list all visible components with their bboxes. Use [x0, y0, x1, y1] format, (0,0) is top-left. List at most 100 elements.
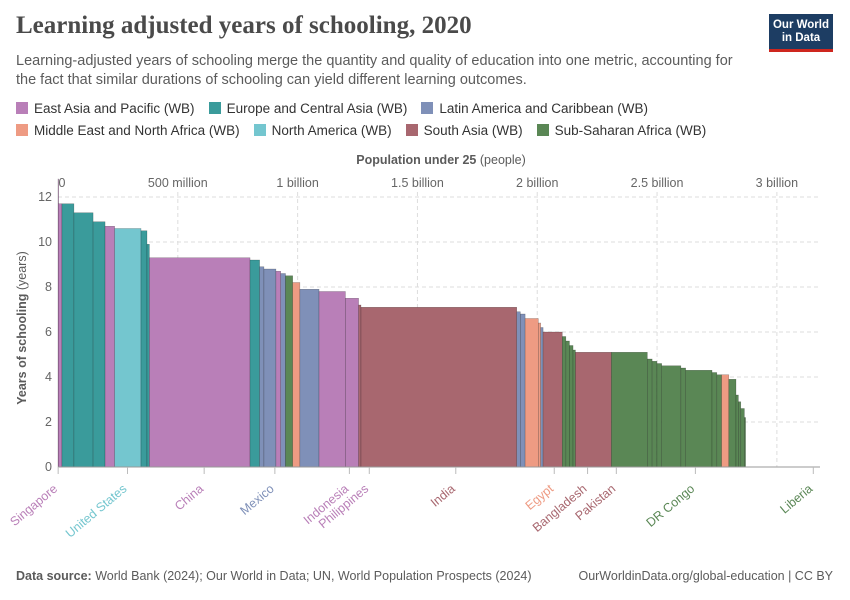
y-tick-label: 4	[45, 370, 52, 384]
bar	[275, 271, 281, 468]
bar	[711, 372, 718, 468]
logo-line-1: Our World	[772, 19, 829, 31]
x-tick-label: 500 million	[148, 176, 208, 190]
bar	[360, 307, 517, 468]
country-label: Singapore	[7, 482, 60, 529]
bar	[721, 374, 730, 468]
x-axis-title: Population under 25 (people)	[356, 153, 526, 167]
y-tick-label: 8	[45, 280, 52, 294]
bars	[57, 178, 746, 468]
bar	[661, 365, 682, 468]
bar	[744, 417, 746, 468]
legend-item-south-asia[interactable]: South Asia (WB)	[405, 122, 523, 138]
bar	[58, 203, 63, 468]
bar	[562, 336, 567, 468]
legend-swatch	[421, 102, 434, 114]
legend-item-east-asia[interactable]: East Asia and Pacific (WB)	[16, 101, 195, 116]
legend-label: South Asia (WB)	[423, 122, 523, 138]
bar	[738, 401, 742, 468]
country-labels: Singapore United States China Mexico Indones…	[7, 467, 815, 541]
country-label: Liberia	[777, 482, 815, 517]
legend-item-europe[interactable]: Europe and Central Asia (WB)	[208, 100, 408, 116]
bar	[685, 370, 713, 468]
legend-label: North America (WB)	[271, 122, 392, 138]
bar	[524, 318, 539, 468]
bar	[73, 212, 94, 468]
bar	[114, 228, 142, 468]
bar	[651, 361, 658, 468]
x-tick-label: 1.5 billion	[391, 176, 444, 190]
y-tick-label: 6	[45, 325, 52, 339]
x-tick-label: 3 billion	[756, 176, 798, 190]
bar	[611, 352, 648, 468]
legend-swatch	[208, 102, 221, 114]
y-tick-label: 10	[38, 235, 52, 249]
legend-row-2: Middle East and North Africa (WB) North …	[16, 122, 776, 138]
x-tick-label: 2 billion	[516, 176, 558, 190]
bar	[263, 268, 277, 468]
bar	[735, 394, 739, 468]
legend-item-sub-saharan[interactable]: Sub-Saharan Africa (WB)	[536, 123, 706, 138]
bar	[280, 273, 286, 468]
bar	[520, 313, 526, 468]
bar	[572, 349, 576, 468]
bar	[575, 352, 612, 468]
bar	[140, 230, 148, 468]
bar	[285, 275, 293, 468]
y-tick-label: 12	[38, 190, 52, 204]
legend-swatch	[405, 124, 418, 136]
bar	[680, 367, 686, 468]
country-label: India	[428, 482, 458, 510]
bar	[565, 340, 570, 468]
legend-row-1: East Asia and Pacific (WB) Europe and Ce…	[16, 100, 776, 116]
bar	[345, 298, 359, 468]
bar	[104, 226, 115, 468]
y-axis-title-unit: (years)	[15, 251, 29, 290]
bar	[538, 322, 541, 468]
bar	[716, 374, 722, 468]
x-tick-label: 1 billion	[276, 176, 318, 190]
bar	[542, 331, 563, 468]
owid-logo[interactable]: Our World in Data	[769, 14, 833, 52]
legend-swatch	[253, 124, 266, 136]
chart-subtitle: Learning-adjusted years of schooling mer…	[16, 53, 733, 88]
legend: East Asia and Pacific (WB) Europe and Ce…	[16, 100, 776, 144]
axis-ticks: 0 2 4 6 8 10 12 0 500 million 1 billion 1.5 billio…	[38, 176, 798, 474]
y-axis-title-main: Years of schooling	[15, 294, 29, 405]
data-source: Data source: World Bank (2024); Our Worl…	[16, 569, 532, 583]
bar	[249, 259, 260, 468]
chart-title: Learning adjusted years of schooling, 20…	[16, 12, 472, 39]
country-label: Mexico	[237, 482, 276, 518]
bar	[569, 345, 574, 468]
y-tick-label: 0	[45, 460, 52, 474]
bar	[516, 311, 521, 468]
x-axis-title-unit: (people)	[480, 153, 526, 167]
country-label: United States	[63, 482, 129, 541]
bar	[92, 221, 106, 468]
bar	[318, 291, 346, 468]
bar	[656, 363, 662, 468]
bar	[292, 282, 301, 468]
legend-swatch	[16, 124, 28, 136]
legend-item-latin-america[interactable]: Latin America and Caribbean (WB)	[421, 101, 648, 116]
y-tick-label: 2	[45, 415, 52, 429]
source-url[interactable]: OurWorldinData.org/global-education | CC…	[578, 569, 833, 583]
bar	[61, 203, 75, 468]
bar	[149, 257, 251, 468]
logo-line-2: in Data	[781, 32, 821, 44]
country-label: China	[172, 482, 206, 514]
bar	[740, 408, 745, 468]
x-tick-label: 2.5 billion	[631, 176, 684, 190]
legend-label: Latin America and Caribbean (WB)	[439, 100, 649, 116]
legend-label: Europe and Central Asia (WB)	[226, 100, 408, 116]
data-source-text: World Bank (2024); Our World in Data; UN…	[95, 569, 532, 583]
legend-item-north-america[interactable]: North America (WB)	[253, 122, 392, 138]
legend-item-middle-east[interactable]: Middle East and North Africa (WB)	[16, 123, 240, 138]
bar	[647, 358, 653, 468]
bar	[540, 327, 544, 468]
bar	[146, 244, 150, 468]
legend-label: Middle East and North Africa (WB)	[34, 122, 240, 138]
bar	[358, 304, 362, 468]
legend-label: East Asia and Pacific (WB)	[34, 100, 195, 116]
x-axis-title-main: Population under 25	[356, 153, 476, 167]
